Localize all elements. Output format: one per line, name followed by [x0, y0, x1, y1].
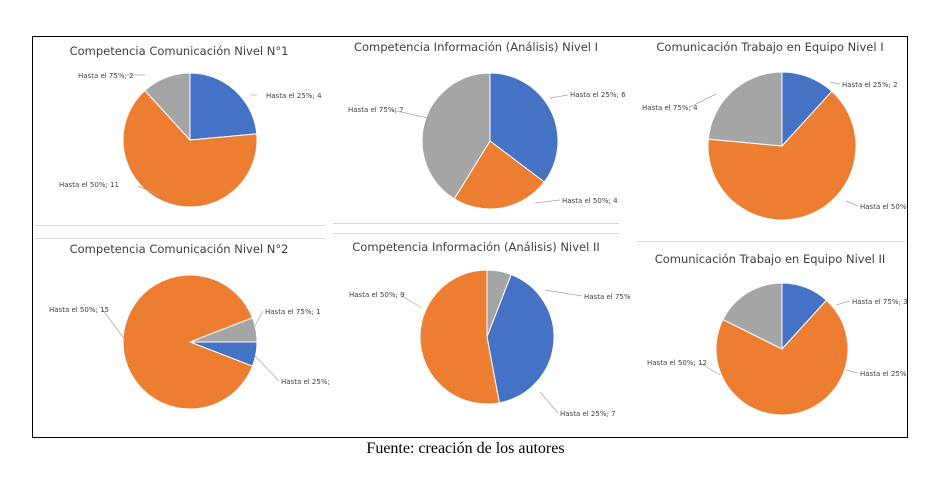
data-label-hasta-el-75: Hasta el 75%; 4 [642, 104, 698, 112]
data-label-hasta-el-75: Hasta el 75%; 1 [265, 308, 321, 316]
leader-line [845, 200, 859, 207]
chart-title: Competencia Información (Análisis) Nivel… [353, 40, 599, 54]
pie-chart-6: Comunicación Trabajo en Equipo Nivel II H… [634, 240, 909, 436]
data-label-hasta-el-50: Hasta el 50%; 12 [647, 359, 707, 367]
pie-slice-hasta-el-50 [122, 89, 258, 208]
leader-line [254, 355, 280, 382]
data-label-hasta-el-25: Hasta el 25%; 2 [842, 81, 898, 89]
data-label-hasta-el-50: Hasta el 50%; [860, 203, 909, 211]
leader-line [399, 294, 423, 309]
pie-slice-hasta-el-50 [419, 269, 500, 405]
pie-chart-2: Competencia Información (Análisis) Nivel… [330, 38, 626, 228]
data-label-hasta-el-50: Hasta el 50%; 4 [562, 197, 618, 205]
figure-caption: Fuente: creación de los autores [366, 440, 565, 457]
pie-svg: Hasta el 25%; Hasta el 50%; 15 Hasta el 75… [49, 274, 330, 410]
leader-line [254, 310, 264, 327]
panel-separator [35, 225, 325, 226]
pie-svg: Hasta el 25%; 6 Hasta el 50%; 4 Hasta el 7… [348, 72, 626, 210]
data-label-hasta-el-50: Hasta el 50%; 15 [49, 306, 109, 314]
leader-line [699, 362, 721, 376]
leader-line [534, 199, 561, 204]
panel-separator [333, 223, 619, 224]
pie-slice-hasta-el-50 [453, 140, 545, 210]
data-label-hasta-el-75: Hasta el 75%; 2 [78, 72, 134, 80]
chart-title: Comunicación Trabajo en Equipo Nivel II [654, 252, 886, 266]
leader-line [845, 369, 859, 374]
panel-separator [333, 233, 619, 234]
data-label-hasta-el-50: Hasta el 50%; 11 [59, 181, 119, 189]
leader-line [544, 289, 583, 297]
leader-line [829, 81, 841, 85]
data-label-hasta-el-50: Hasta el 50%; 9 [349, 291, 405, 299]
data-label-hasta-el-75: Hasta el 75%; 3 [852, 298, 908, 306]
pie-slice-hasta-el-75 [144, 72, 191, 142]
pie-slice-hasta-el-50 [715, 299, 849, 416]
data-label-hasta-el-25: Hasta el 25%; [281, 378, 330, 386]
pie-slice-hasta-el-75 [722, 282, 783, 350]
pie-slice-hasta-el-75 [707, 71, 783, 147]
pie-chart-1: Competencia Comunicación Nivel N°1 Hasta … [33, 38, 325, 228]
pie-chart-4: Competencia Comunicación Nivel N°2 Hasta … [33, 240, 330, 436]
leader-line [539, 391, 559, 414]
leader-line [391, 109, 429, 119]
leader-line [549, 94, 569, 99]
data-label-hasta-el-25: Hasta el 25%; [860, 370, 909, 378]
data-label-hasta-el-25: Hasta el 25%; 6 [570, 91, 626, 99]
pie-slice-hasta-el-50 [122, 274, 254, 410]
pie-svg: Hasta el 25%; 7 Hasta el 50%; 9 Hasta el 7… [349, 269, 631, 418]
pie-svg: Hasta el 25%; 4 Hasta el 50%; 11 Hasta el … [59, 72, 322, 208]
pie-slice-hasta-el-75 [189, 317, 258, 343]
data-label-hasta-el-25: Hasta el 25%; 7 [560, 410, 616, 418]
leader-line [835, 300, 851, 306]
data-label-hasta-el-75: Hasta el 75% [584, 293, 631, 301]
leader-line [137, 185, 161, 197]
pie-slice-hasta-el-75 [421, 72, 491, 200]
leader-line [689, 93, 717, 108]
chart-title: Competencia Comunicación Nivel N°1 [69, 44, 289, 58]
pie-chart-3: Comunicación Trabajo en Equipo Nivel I Ha… [634, 38, 909, 238]
leader-line [102, 309, 126, 341]
chart-title: Comunicación Trabajo en Equipo Nivel I [656, 40, 884, 54]
panel-separator [35, 238, 325, 239]
data-label-hasta-el-75: Hasta el 75%; 7 [348, 106, 404, 114]
chart-title: Competencia Información (Análisis) Nivel… [352, 240, 600, 254]
pie-slice-hasta-el-25 [486, 273, 555, 404]
pie-slice-hasta-el-50 [707, 90, 857, 221]
chart-title: Competencia Comunicación Nivel N°2 [69, 242, 289, 256]
pie-svg: Hasta el 25%; Hasta el 50%; 12 Hasta el 75… [647, 282, 909, 416]
panel-separator [637, 241, 905, 242]
pie-slice-hasta-el-25 [489, 72, 559, 183]
pie-chart-5: Competencia Información (Análisis) Nivel… [330, 240, 631, 436]
data-label-hasta-el-25: Hasta el 25%; 4 [266, 92, 322, 100]
pie-slice-hasta-el-25 [189, 72, 258, 141]
pie-svg: Hasta el 25%; 2 Hasta el 50%; Hasta el 75%… [642, 71, 909, 221]
